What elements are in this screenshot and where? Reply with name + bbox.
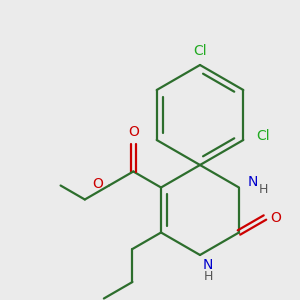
Text: H: H	[203, 269, 213, 283]
Text: O: O	[93, 176, 104, 190]
Text: N: N	[248, 175, 258, 188]
Text: O: O	[128, 125, 139, 140]
Text: N: N	[203, 258, 213, 272]
Text: Cl: Cl	[256, 129, 270, 143]
Text: O: O	[271, 211, 281, 224]
Text: H: H	[258, 183, 268, 196]
Text: Cl: Cl	[193, 44, 207, 58]
